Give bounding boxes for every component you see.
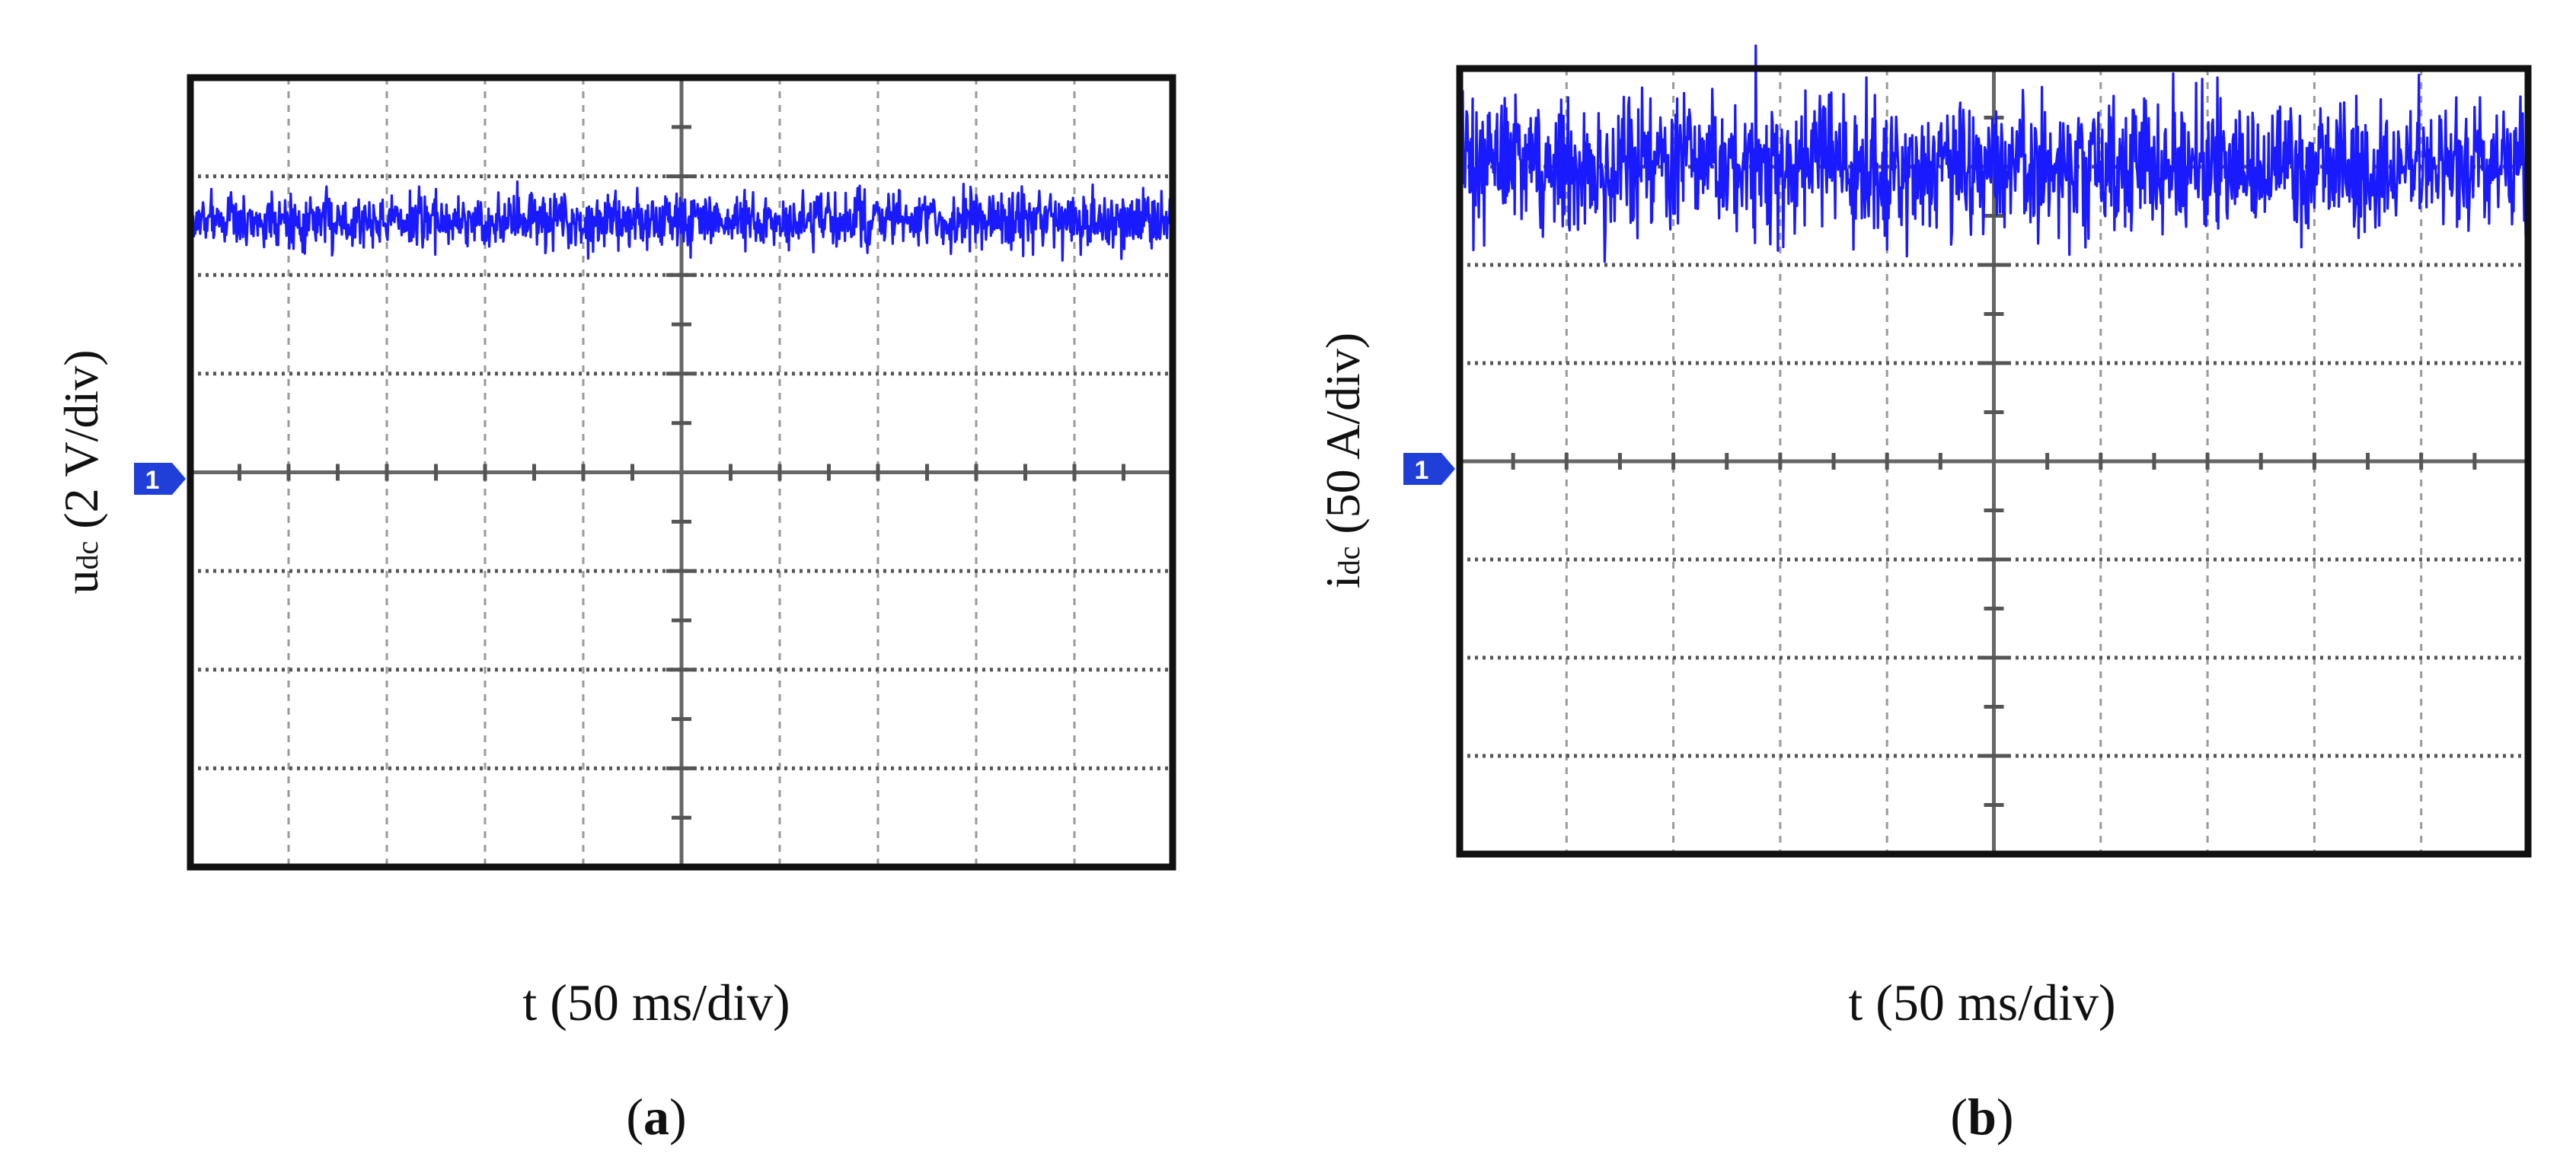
y-axis-label-b: idc (50 A/div) (1316, 333, 1370, 588)
sub-label-b: (b) (1950, 1088, 2013, 1146)
grid-a (190, 78, 1173, 867)
panel-a: 1 udc (2 V/div) t (50 ms/div) (a) (54, 74, 1176, 1146)
channel-marker-a: 1 (134, 463, 186, 495)
channel-marker-b: 1 (1403, 453, 1455, 485)
channel-marker-label-b: 1 (1415, 456, 1429, 485)
frame-b (1456, 65, 2532, 858)
frame-a (187, 74, 1176, 871)
trace-b (1458, 44, 2530, 263)
panel-b: 1 idc (50 A/div) t (50 ms/div) (b) (1316, 44, 2532, 1146)
channel-marker-label-a: 1 (145, 466, 160, 495)
x-axis-label-a: t (50 ms/div) (522, 974, 790, 1031)
signal-trace (1458, 44, 2530, 263)
signal-trace (189, 180, 1174, 262)
trace-a (189, 180, 1174, 262)
y-axis-label-a: udc (2 V/div) (54, 349, 108, 594)
sub-label-a: (a) (626, 1088, 686, 1146)
x-axis-label-b: t (50 ms/div) (1848, 974, 2115, 1031)
